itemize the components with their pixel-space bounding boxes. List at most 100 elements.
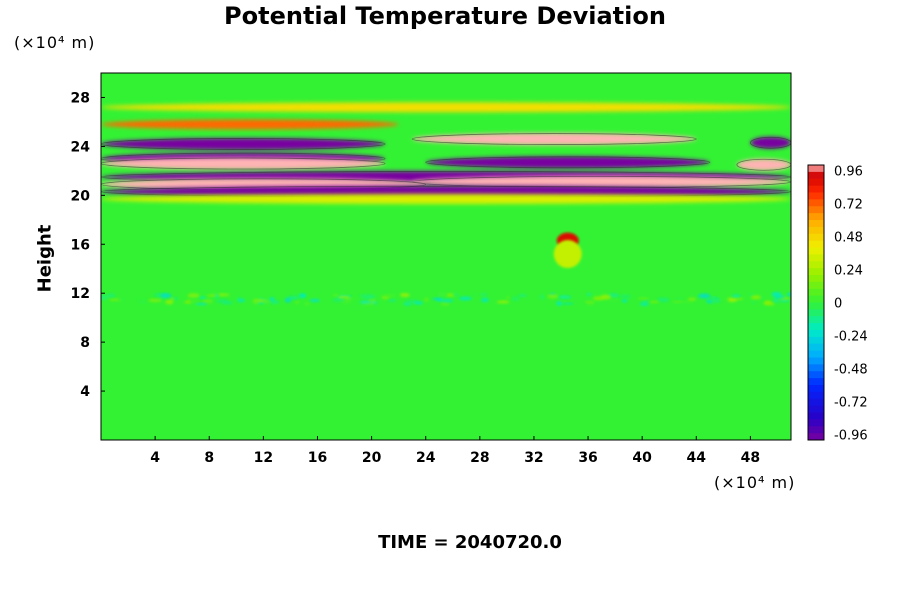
noise-blob: [510, 296, 520, 302]
colorbar-cell: [808, 275, 824, 283]
colorbar-tick-label: 0: [834, 297, 842, 312]
band-10: [412, 175, 791, 188]
colorbar-cell: [808, 171, 824, 180]
colorbar-cell: [808, 220, 824, 228]
noise-blob: [772, 298, 780, 303]
band-0: [101, 102, 791, 113]
noise-blob: [262, 299, 271, 304]
colorbar-cell: [808, 323, 824, 331]
noise-blob: [639, 302, 649, 306]
x-tick-label: 24: [416, 450, 436, 466]
noise-blob: [637, 297, 650, 300]
y-tick-label: 4: [80, 384, 90, 400]
colorbar-cell: [808, 391, 824, 400]
noise-blob: [202, 299, 213, 304]
y-tick-label: 24: [71, 139, 91, 155]
band-2: [101, 137, 386, 150]
x-tick-label: 44: [687, 450, 707, 466]
band-outline-3: [411, 133, 697, 145]
noise-blob: [698, 293, 711, 299]
colorbar-tick-label: -0.72: [834, 396, 868, 411]
colorbar-tick-label: 0.24: [834, 264, 863, 279]
noise-blob: [518, 294, 527, 297]
colorbar-cell: [808, 412, 824, 420]
y-tick-label: 12: [71, 286, 90, 302]
band-1: [101, 119, 399, 130]
noise-blob: [187, 293, 200, 298]
band-3: [412, 133, 697, 146]
colorbar-cell: [808, 295, 824, 303]
x-tick-label: 28: [470, 450, 489, 466]
noise-blob: [332, 294, 339, 297]
plume-feature-1: [553, 240, 582, 269]
noise-blob: [340, 297, 354, 300]
colorbar-cell: [808, 364, 824, 372]
x-tick-label: 36: [578, 450, 597, 466]
time-label: TIME = 2040720.0: [378, 532, 562, 553]
noise-blob: [432, 297, 443, 301]
noise-blob: [436, 292, 448, 297]
noise-blob: [471, 293, 477, 297]
band-outline-6: [101, 157, 386, 170]
noise-blob: [608, 298, 619, 302]
noise-blob: [505, 296, 511, 300]
noise-blob: [116, 298, 126, 301]
y-tick-label: 8: [80, 335, 90, 351]
noise-blob: [414, 301, 424, 305]
noise-blob: [106, 293, 116, 298]
noise-blob: [562, 302, 574, 305]
plot-area: [101, 73, 791, 440]
y-tick-label: 16: [71, 237, 90, 253]
noise-blob: [294, 300, 300, 304]
noise-blob: [453, 292, 459, 297]
colorbar-cell: [808, 330, 824, 338]
colorbar-cell: [808, 385, 824, 393]
x-tick-label: 20: [362, 450, 382, 466]
colorbar-cell: [808, 336, 824, 345]
noise-blob: [717, 298, 729, 302]
noise-blob: [388, 299, 397, 302]
colorbar-cell: [808, 309, 824, 317]
colorbar-cell: [808, 192, 824, 200]
x-tick-label: 40: [632, 450, 652, 466]
noise-blob: [710, 296, 718, 299]
noise-blob: [731, 294, 741, 298]
colorbar-cell: [808, 281, 824, 290]
colorbar-tick-label: 0.48: [834, 231, 863, 246]
noise-blob: [751, 301, 757, 304]
colorbar-cell: [808, 357, 824, 365]
noise-blob: [547, 293, 559, 299]
noise-blob: [287, 296, 300, 300]
noise-blob: [556, 301, 563, 306]
noise-blob: [284, 297, 292, 303]
band-7: [425, 156, 710, 169]
y-tick-label: 28: [71, 90, 90, 106]
x-tick-label: 32: [524, 450, 543, 466]
noise-blob: [160, 293, 172, 298]
band-6: [101, 157, 386, 170]
band-4: [750, 136, 791, 149]
noise-blob: [600, 294, 612, 300]
colorbar-cell: [808, 213, 824, 221]
colorbar-cell: [808, 247, 824, 255]
x-axis-unit: (×10⁴ m): [714, 473, 796, 492]
x-tick-label: 16: [308, 450, 327, 466]
colorbar-cell: [808, 316, 824, 324]
noise-blob: [687, 297, 697, 302]
noise-blob: [186, 300, 201, 303]
colorbar-tick-label: 0.72: [834, 198, 863, 213]
colorbar-cell: [808, 178, 824, 187]
noise-blob: [750, 295, 762, 300]
colorbar-cell: [808, 165, 824, 173]
chart-title: Potential Temperature Deviation: [224, 2, 666, 30]
colorbar-cell: [808, 226, 824, 235]
colorbar-cell: [808, 433, 824, 441]
noise-blob: [298, 293, 306, 298]
colorbar-tick-label: 0.96: [834, 165, 863, 180]
colorbar-cell: [808, 254, 824, 262]
colorbar-cell: [808, 233, 824, 242]
x-tick-label: 12: [254, 450, 273, 466]
noise-blob: [237, 298, 246, 303]
colorbar-tick-label: -0.48: [834, 363, 868, 378]
noise-blob: [358, 294, 366, 298]
